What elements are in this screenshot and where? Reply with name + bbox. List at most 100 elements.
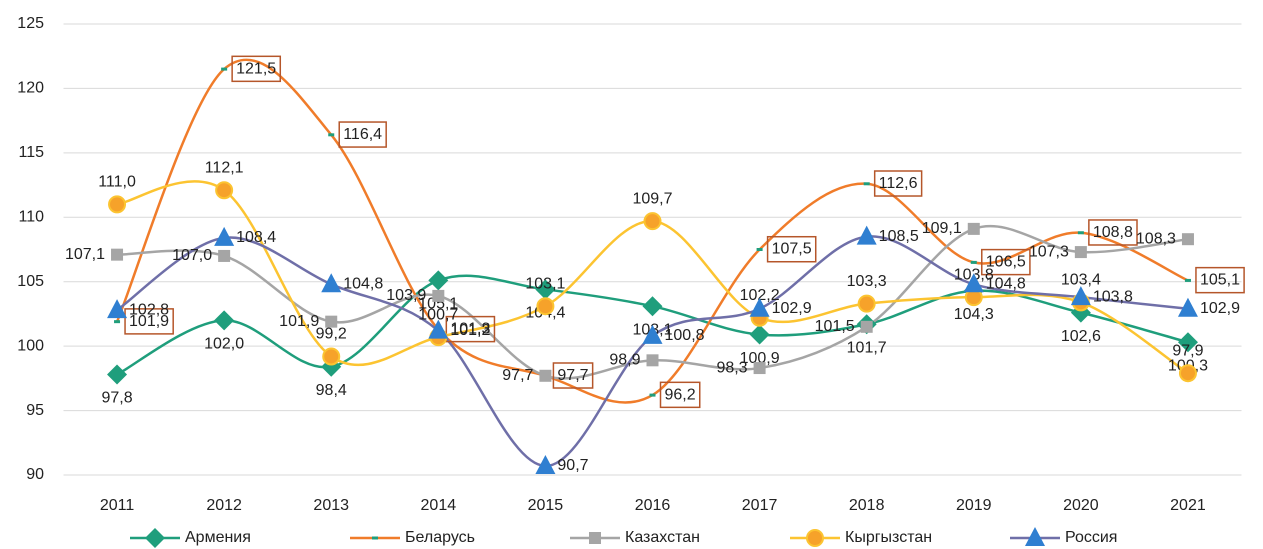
data-point: [863, 182, 870, 186]
data-label: 112,6: [879, 175, 918, 192]
data-label: 100,9: [740, 350, 780, 367]
data-label: 103,8: [1093, 288, 1133, 305]
data-label: 98,9: [609, 352, 640, 369]
x-tick-label: 2013: [313, 497, 349, 514]
data-label: 111,0: [98, 174, 136, 191]
data-label: 100,8: [665, 327, 705, 344]
data-label: 97,7: [557, 367, 588, 384]
series-line: [116, 235, 1189, 468]
data-point: [1077, 231, 1084, 235]
data-point: [646, 354, 659, 367]
data-label: 116,4: [343, 126, 382, 143]
data-point: [107, 364, 128, 385]
data-point: [328, 133, 335, 137]
legend-label: Кыргызстан: [845, 529, 932, 546]
data-point: [1074, 246, 1087, 259]
legend-label: Россия: [1065, 529, 1117, 546]
data-point: [857, 294, 876, 313]
data-point: [108, 195, 127, 214]
data-point: [1177, 332, 1198, 353]
data-label: 96,2: [665, 386, 696, 403]
data-label: 121,5: [236, 60, 276, 77]
x-tick-label: 2015: [528, 497, 564, 514]
data-point: [1178, 364, 1197, 383]
data-label: 101,2: [450, 322, 490, 339]
data-point: [111, 248, 124, 261]
x-tick-label: 2020: [1063, 497, 1099, 514]
data-label: 108,4: [236, 229, 276, 246]
data-label-box: [1195, 266, 1245, 294]
data-label: 103,9: [386, 287, 426, 304]
data-label: 98,4: [316, 382, 347, 399]
data-label: 108,8: [1093, 224, 1133, 241]
data-point: [428, 319, 449, 339]
data-label-box: [873, 170, 923, 197]
x-tick-label: 2016: [635, 497, 671, 514]
data-label: 109,7: [632, 190, 672, 207]
data-label: 102,6: [1061, 328, 1101, 345]
data-label: 108,5: [879, 228, 919, 245]
data-point: [539, 369, 552, 382]
x-tick-label: 2017: [742, 497, 778, 514]
data-label: 101,9: [129, 313, 169, 330]
data-point: [749, 297, 770, 317]
y-tick-label: 110: [18, 209, 44, 226]
x-tick-label: 2021: [1170, 497, 1206, 514]
data-label-box: [231, 55, 282, 83]
data-point: [432, 289, 445, 302]
data-label-box: [659, 381, 701, 409]
data-label-box: [552, 362, 594, 389]
data-label: 112,1: [205, 159, 244, 176]
data-label: 101,3: [450, 321, 490, 338]
data-point: [114, 320, 121, 324]
data-point: [963, 273, 984, 293]
series-line: [116, 180, 1189, 375]
data-label: 102,2: [740, 287, 780, 304]
data-label: 97,9: [1172, 342, 1203, 359]
data-point: [860, 320, 873, 333]
data-label: 101,5: [815, 318, 855, 335]
data-label: 101,9: [279, 313, 319, 330]
data-label: 102,9: [1200, 300, 1240, 317]
data-point: [428, 270, 449, 291]
legend-label: Казахстан: [625, 529, 700, 546]
data-point: [649, 393, 656, 397]
data-label-box: [338, 121, 387, 148]
data-point: [753, 362, 766, 375]
data-label: 104,8: [343, 276, 383, 293]
data-point: [642, 296, 663, 317]
legend-marker: [589, 532, 601, 544]
data-point: [642, 324, 663, 344]
data-point: [322, 347, 341, 366]
x-tick-label: 2019: [956, 497, 992, 514]
data-label: 103,1: [525, 275, 565, 292]
data-point: [325, 315, 338, 328]
series-line: [116, 274, 1189, 376]
x-tick-label: 2012: [206, 497, 242, 514]
data-label: 106,5: [986, 254, 1026, 271]
legend-marker: [372, 536, 378, 540]
data-label-box: [124, 308, 174, 335]
y-tick-label: 115: [18, 144, 44, 161]
data-label-box: [1088, 219, 1138, 246]
data-point: [536, 297, 555, 316]
series-line: [115, 58, 1189, 404]
y-tick-label: 125: [17, 15, 44, 32]
data-label: 97,8: [101, 390, 132, 407]
data-label: 104,8: [986, 276, 1026, 293]
data-label-box: [445, 315, 496, 343]
y-tick-label: 100: [17, 337, 44, 354]
data-label: 102,9: [772, 300, 812, 317]
data-label: 108,3: [1136, 230, 1176, 247]
data-label: 107,3: [1029, 243, 1069, 260]
legend-label: Армения: [185, 529, 251, 546]
y-tick-label: 120: [17, 80, 44, 97]
data-label: 105,1: [1200, 272, 1240, 289]
legend-marker: [145, 528, 165, 548]
x-tick-label: 2011: [100, 497, 135, 514]
data-label: 104,3: [954, 306, 994, 323]
data-label: 109,1: [922, 220, 962, 237]
data-label: 105,1: [418, 296, 458, 313]
data-label: 107,1: [65, 246, 105, 263]
